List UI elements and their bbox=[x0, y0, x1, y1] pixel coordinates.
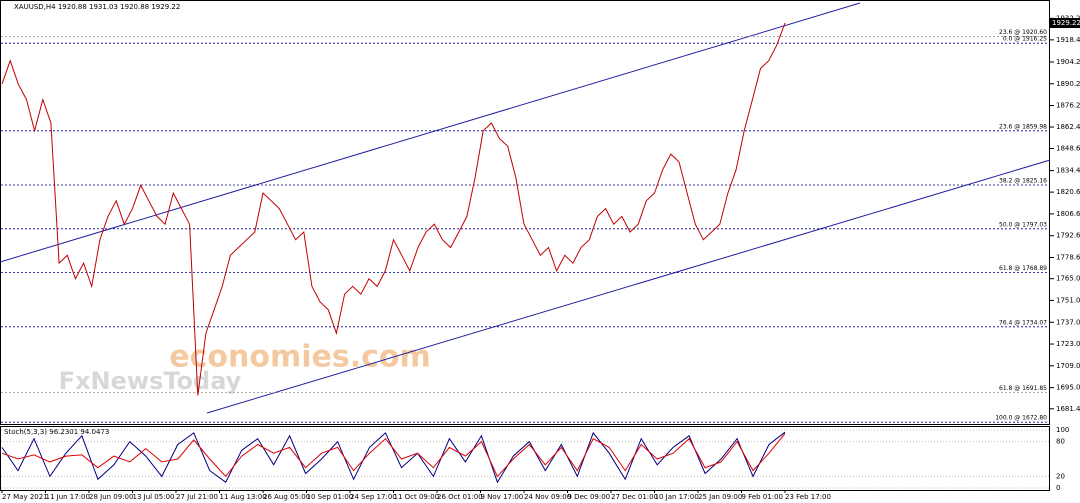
y-tick-label: 1918.40 bbox=[1056, 36, 1080, 44]
fib-label: 38.2 @ 1825.16 bbox=[999, 178, 1047, 185]
stoch-tick-label: 20 bbox=[1056, 472, 1065, 480]
x-tick-label: 24 Nov 09:00 bbox=[524, 493, 571, 501]
last-price: 1929.22 bbox=[1052, 19, 1080, 27]
price-line bbox=[1, 22, 786, 396]
watermark: FxNewsToday bbox=[59, 367, 242, 395]
fib-label: 61.8 @ 1691.85 bbox=[999, 385, 1047, 392]
stoch-tick-label: 0 bbox=[1056, 484, 1060, 492]
x-tick-label: 26 Aug 05:00 bbox=[263, 493, 310, 501]
stoch-tick-label: 100 bbox=[1056, 426, 1069, 434]
x-tick-label: 27 Dec 01:00 bbox=[611, 493, 658, 501]
chart-title: XAUUSD,H4 1920.88 1931.03 1920.88 1929.2… bbox=[14, 3, 180, 11]
y-tick-label: 1709.00 bbox=[1056, 362, 1080, 370]
y-tick-label: 1834.40 bbox=[1056, 167, 1080, 175]
price-line bbox=[1, 433, 786, 478]
y-tick-label: 1737.00 bbox=[1056, 318, 1080, 326]
fib-label: 76.4 @ 1734.07 bbox=[999, 319, 1047, 326]
stoch-label: Stoch(5,3,3) 96.2301 94.0473 bbox=[4, 428, 109, 436]
y-tick-label: 1765.00 bbox=[1056, 275, 1080, 283]
stoch-tick-label: 80 bbox=[1056, 438, 1065, 446]
x-tick-label: 11 Oct 09:00 bbox=[394, 493, 440, 501]
x-tick-label: 27 Jul 21:00 bbox=[176, 493, 218, 501]
y-tick-label: 1862.40 bbox=[1056, 123, 1080, 131]
last-price-box bbox=[1050, 18, 1080, 29]
channel-line bbox=[0, 2, 861, 263]
price-line bbox=[1, 431, 786, 484]
y-tick-label: 1723.00 bbox=[1056, 340, 1080, 348]
y-tick-label: 1806.60 bbox=[1056, 210, 1080, 218]
x-tick-label: 9 Nov 17:00 bbox=[481, 493, 524, 501]
main-panel bbox=[0, 0, 1050, 425]
fib-label: 50.0 @ 1797.03 bbox=[999, 221, 1047, 228]
channel-line bbox=[206, 159, 1051, 414]
x-tick-label: 28 Jun 09:00 bbox=[89, 493, 133, 501]
y-tick-label: 1820.60 bbox=[1056, 188, 1080, 196]
x-tick-label: 26 Oct 01:00 bbox=[437, 493, 483, 501]
x-tick-label: 11 Aug 13:00 bbox=[220, 493, 267, 501]
y-tick-label: 1792.60 bbox=[1056, 232, 1080, 240]
x-tick-label: 9 Feb 01:00 bbox=[742, 493, 783, 501]
x-tick-label: 24 Sep 17:00 bbox=[350, 493, 397, 501]
fib-label: 61.8 @ 1768.89 bbox=[999, 265, 1047, 272]
y-tick-label: 1751.00 bbox=[1056, 296, 1080, 304]
y-tick-label: 1890.20 bbox=[1056, 80, 1080, 88]
x-tick-label: 23 Feb 17:00 bbox=[785, 493, 831, 501]
fib-label: 23.6 @ 1920.60 bbox=[999, 29, 1047, 36]
x-tick-label: 11 Jun 17:00 bbox=[46, 493, 90, 501]
x-tick-label: 27 May 2021 bbox=[2, 493, 48, 501]
watermark: economies.com bbox=[169, 340, 431, 375]
fib-label: 100.0 @ 1672.80 bbox=[995, 415, 1047, 422]
x-tick-label: 10 Jan 17:00 bbox=[655, 493, 699, 501]
y-tick-label: 1695.00 bbox=[1056, 384, 1080, 392]
x-tick-label: 10 Sep 01:00 bbox=[307, 493, 354, 501]
y-tick-label: 1876.20 bbox=[1056, 102, 1080, 110]
x-tick-label: 9 Dec 09:00 bbox=[568, 493, 611, 501]
y-tick-label: 1778.60 bbox=[1056, 253, 1080, 261]
y-tick-label: 1848.60 bbox=[1056, 145, 1080, 153]
fib-label: 23.6 @ 1859.98 bbox=[999, 123, 1047, 130]
x-tick-label: 13 Jul 05:00 bbox=[133, 493, 175, 501]
y-tick-label: 1904.20 bbox=[1056, 58, 1080, 66]
fib-label: 0.0 @ 1916.25 bbox=[1003, 36, 1047, 43]
stoch-panel bbox=[0, 426, 1050, 491]
y-tick-label: 1681.40 bbox=[1056, 405, 1080, 413]
x-tick-label: 25 Jan 09:00 bbox=[698, 493, 742, 501]
